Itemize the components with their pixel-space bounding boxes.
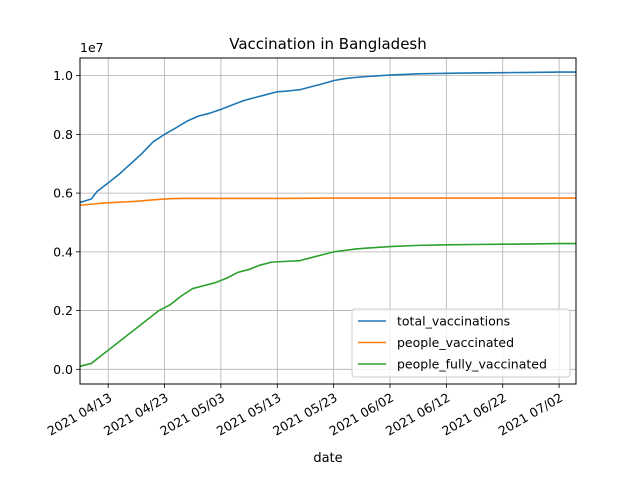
series-line-people-vaccinated bbox=[80, 197, 576, 206]
series-line-people-fully-vaccinated bbox=[80, 242, 576, 368]
axes-frame bbox=[79, 57, 577, 385]
y-axis-ticks: 0.0 0.2 0.4 0.6 0.8 1.0 bbox=[53, 68, 80, 377]
legend-label: total_vaccinations bbox=[397, 314, 510, 329]
series-lines bbox=[80, 71, 576, 368]
series-line-total-vaccinations bbox=[80, 71, 576, 204]
y-tick-label: 0.6 bbox=[53, 186, 73, 201]
legend: total_vaccinations people_vaccinatedpeopl… bbox=[351, 308, 571, 378]
y-tick-label: 0.0 bbox=[53, 362, 73, 377]
y-tick-label: 0.8 bbox=[53, 127, 73, 142]
legend-label: people_fully_vaccinated bbox=[397, 357, 547, 372]
grid-lines bbox=[80, 58, 576, 384]
y-tick-label: 0.2 bbox=[53, 303, 73, 318]
legend-box bbox=[351, 308, 571, 378]
chart-title: Vaccination in Bangladesh bbox=[229, 35, 427, 53]
y-axis-multiplier: 1e7 bbox=[80, 40, 104, 55]
legend-label: people_vaccinated bbox=[397, 335, 514, 350]
y-tick-label: 0.4 bbox=[53, 244, 73, 259]
y-tick-label: 1.0 bbox=[53, 68, 73, 83]
x-axis-label: date bbox=[313, 451, 342, 466]
